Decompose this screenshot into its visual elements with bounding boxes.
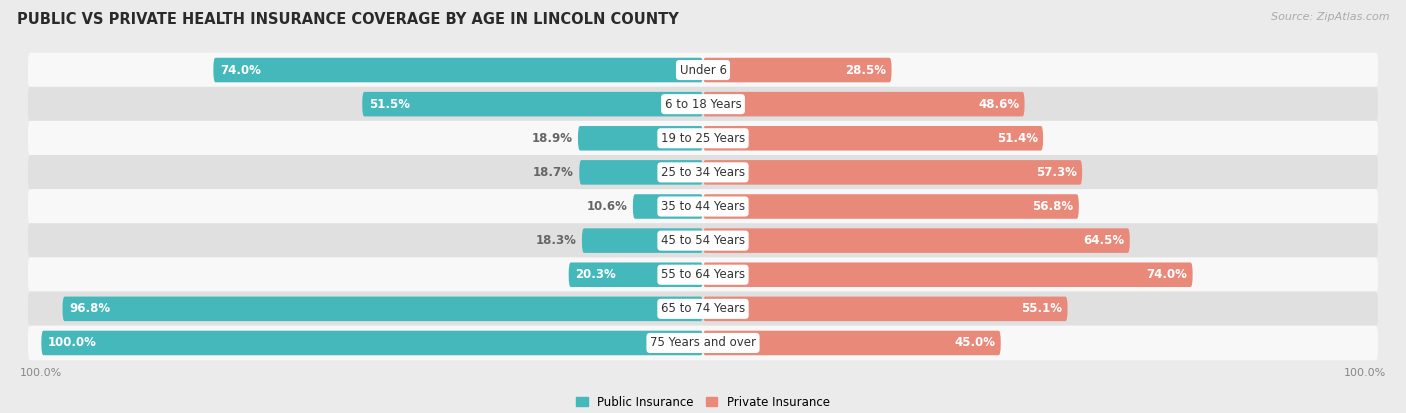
- Text: 10.6%: 10.6%: [586, 200, 627, 213]
- Text: 18.9%: 18.9%: [531, 132, 572, 145]
- Text: Source: ZipAtlas.com: Source: ZipAtlas.com: [1271, 12, 1389, 22]
- Text: 48.6%: 48.6%: [979, 97, 1019, 111]
- Text: 56.8%: 56.8%: [1032, 200, 1074, 213]
- FancyBboxPatch shape: [703, 297, 1067, 321]
- FancyBboxPatch shape: [703, 194, 1078, 219]
- Text: 28.5%: 28.5%: [845, 64, 886, 76]
- FancyBboxPatch shape: [28, 155, 1378, 190]
- Text: 45 to 54 Years: 45 to 54 Years: [661, 234, 745, 247]
- FancyBboxPatch shape: [703, 160, 1083, 185]
- Legend: Public Insurance, Private Insurance: Public Insurance, Private Insurance: [571, 391, 835, 413]
- Text: 45.0%: 45.0%: [955, 337, 995, 349]
- FancyBboxPatch shape: [633, 194, 703, 219]
- FancyBboxPatch shape: [28, 292, 1378, 326]
- FancyBboxPatch shape: [28, 87, 1378, 121]
- Text: 55 to 64 Years: 55 to 64 Years: [661, 268, 745, 281]
- FancyBboxPatch shape: [703, 58, 891, 82]
- Text: 96.8%: 96.8%: [69, 302, 110, 316]
- Text: 64.5%: 64.5%: [1084, 234, 1125, 247]
- FancyBboxPatch shape: [28, 121, 1378, 156]
- FancyBboxPatch shape: [703, 228, 1130, 253]
- Text: 6 to 18 Years: 6 to 18 Years: [665, 97, 741, 111]
- FancyBboxPatch shape: [703, 126, 1043, 151]
- FancyBboxPatch shape: [28, 223, 1378, 258]
- Text: PUBLIC VS PRIVATE HEALTH INSURANCE COVERAGE BY AGE IN LINCOLN COUNTY: PUBLIC VS PRIVATE HEALTH INSURANCE COVER…: [17, 12, 679, 27]
- FancyBboxPatch shape: [28, 257, 1378, 292]
- FancyBboxPatch shape: [214, 58, 703, 82]
- Text: 19 to 25 Years: 19 to 25 Years: [661, 132, 745, 145]
- FancyBboxPatch shape: [28, 52, 1378, 88]
- Text: 65 to 74 Years: 65 to 74 Years: [661, 302, 745, 316]
- Text: Under 6: Under 6: [679, 64, 727, 76]
- FancyBboxPatch shape: [703, 331, 1001, 355]
- FancyBboxPatch shape: [568, 262, 703, 287]
- FancyBboxPatch shape: [28, 189, 1378, 224]
- FancyBboxPatch shape: [703, 92, 1025, 116]
- Text: 55.1%: 55.1%: [1021, 302, 1063, 316]
- FancyBboxPatch shape: [582, 228, 703, 253]
- Text: 74.0%: 74.0%: [1146, 268, 1187, 281]
- Text: 57.3%: 57.3%: [1036, 166, 1077, 179]
- FancyBboxPatch shape: [363, 92, 703, 116]
- Text: 51.4%: 51.4%: [997, 132, 1038, 145]
- Text: 100.0%: 100.0%: [48, 337, 97, 349]
- Text: 51.5%: 51.5%: [368, 97, 411, 111]
- Text: 25 to 34 Years: 25 to 34 Years: [661, 166, 745, 179]
- FancyBboxPatch shape: [62, 297, 703, 321]
- FancyBboxPatch shape: [579, 160, 703, 185]
- FancyBboxPatch shape: [703, 262, 1192, 287]
- Text: 20.3%: 20.3%: [575, 268, 616, 281]
- Text: 18.7%: 18.7%: [533, 166, 574, 179]
- FancyBboxPatch shape: [28, 325, 1378, 361]
- Text: 35 to 44 Years: 35 to 44 Years: [661, 200, 745, 213]
- FancyBboxPatch shape: [41, 331, 703, 355]
- Text: 74.0%: 74.0%: [219, 64, 262, 76]
- Text: 75 Years and over: 75 Years and over: [650, 337, 756, 349]
- Text: 18.3%: 18.3%: [536, 234, 576, 247]
- FancyBboxPatch shape: [578, 126, 703, 151]
